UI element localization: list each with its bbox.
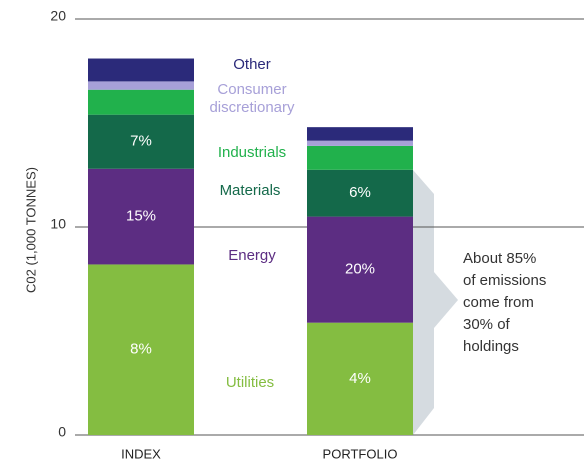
bar-segment bbox=[88, 81, 194, 90]
segment-label: 7% bbox=[130, 133, 152, 150]
annotation-line: of emissions bbox=[463, 272, 547, 289]
y-tick-label: 20 bbox=[50, 8, 66, 24]
bar-segment bbox=[88, 58, 194, 82]
legend-label: Materials bbox=[219, 182, 281, 199]
annotation-line: holdings bbox=[463, 338, 519, 355]
bar-segment bbox=[88, 89, 194, 115]
legend-label: Utilities bbox=[225, 374, 275, 391]
bar-segment bbox=[88, 114, 194, 169]
segment-label: 4% bbox=[349, 370, 371, 387]
bar-segment bbox=[88, 168, 194, 265]
bar-segment bbox=[307, 216, 413, 323]
y-tick-label: 0 bbox=[58, 424, 66, 440]
legend-label: Industrials bbox=[217, 144, 287, 161]
legend-label: Other bbox=[233, 56, 271, 73]
bar-segment bbox=[88, 264, 194, 435]
legend-label: Consumer discretionary bbox=[209, 81, 295, 116]
bar-segment bbox=[307, 145, 413, 170]
annotation-line: About 85% bbox=[463, 250, 537, 267]
bar-segment bbox=[307, 140, 413, 146]
bar-segment bbox=[307, 322, 413, 435]
bar-segment bbox=[307, 127, 413, 141]
x-tick-label: PORTFOLIO bbox=[323, 446, 398, 461]
legend-label: Energy bbox=[228, 247, 276, 264]
arrow bbox=[413, 170, 458, 435]
y-axis-label: C02 (1,000 TONNES) bbox=[23, 167, 38, 293]
annotation-line: come from bbox=[463, 294, 534, 311]
annotation: About 85% of emissions come from 30% of hold… bbox=[463, 248, 546, 358]
segment-label: 15% bbox=[126, 208, 156, 225]
segment-label: 6% bbox=[349, 184, 371, 201]
segment-label: 20% bbox=[345, 261, 375, 278]
x-tick-label: INDEX bbox=[121, 446, 161, 461]
y-tick-label: 10 bbox=[50, 216, 66, 232]
bar-segment bbox=[307, 169, 413, 217]
annotation-line: 30% of bbox=[463, 316, 510, 333]
segment-label: 8% bbox=[130, 341, 152, 358]
